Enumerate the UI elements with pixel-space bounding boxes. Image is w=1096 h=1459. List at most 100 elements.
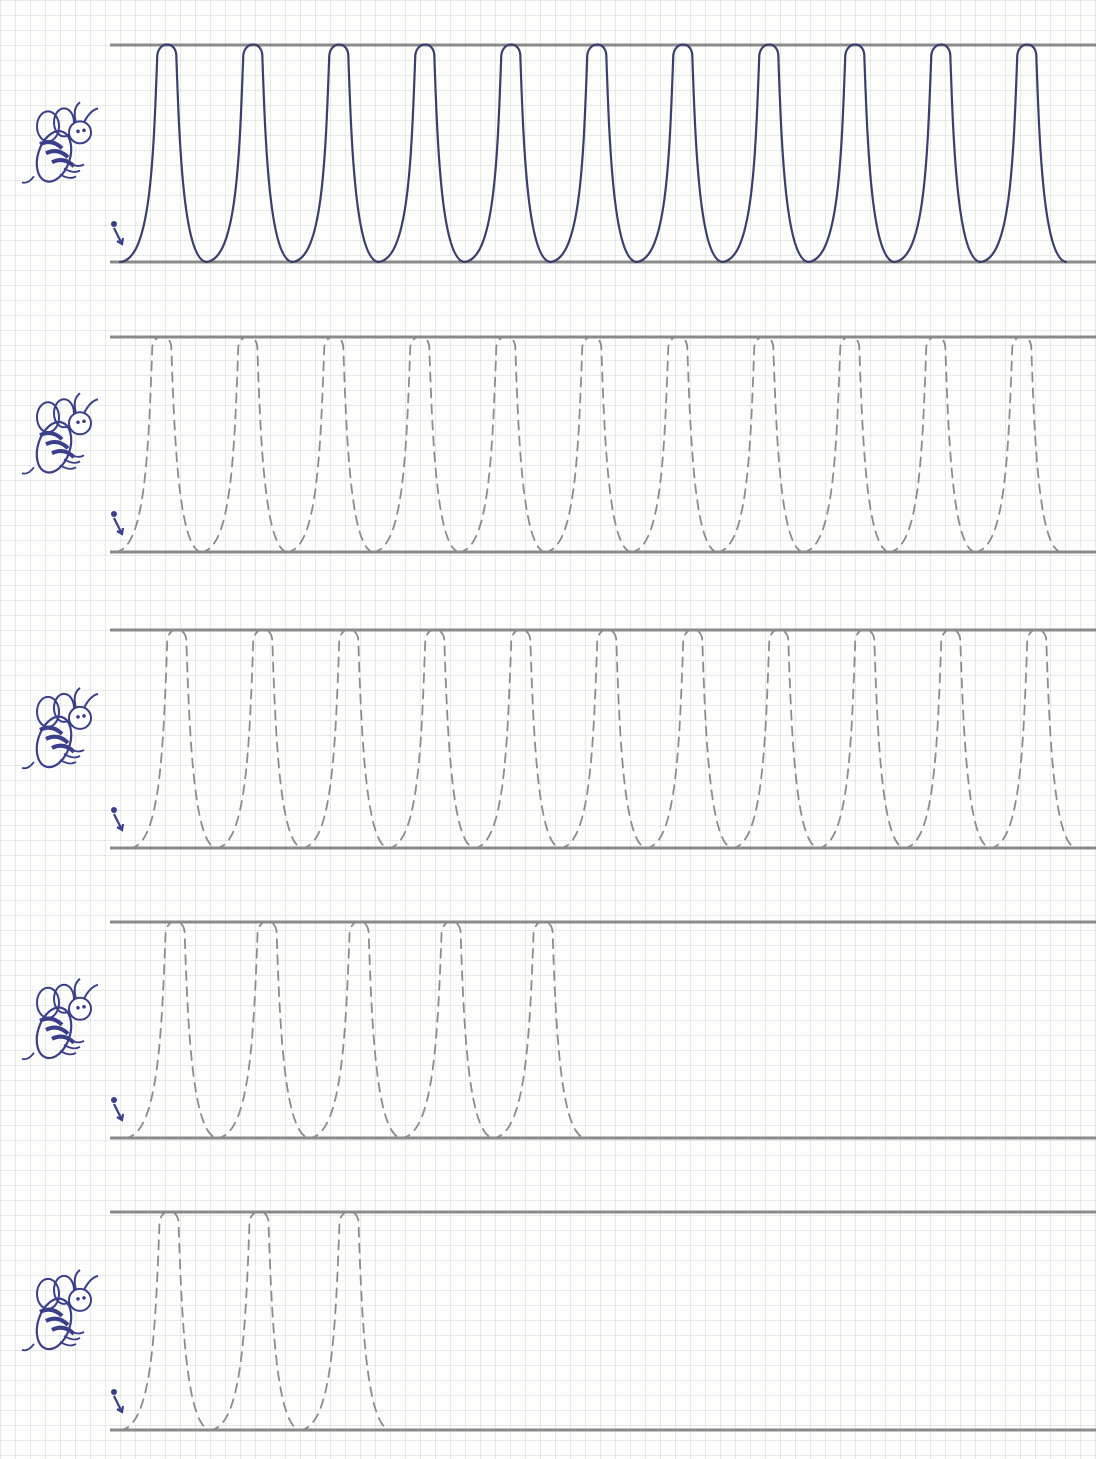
bee-head — [68, 120, 92, 145]
model-loop-stroke — [720, 43, 810, 264]
bee-stripe — [39, 725, 64, 736]
bee-icon — [21, 1269, 99, 1352]
dashed-trace-loop — [974, 335, 1062, 553]
bee-antenna — [73, 392, 81, 414]
bee-leg — [59, 1050, 77, 1056]
bee-stripe — [39, 140, 64, 150]
bee-antenna — [83, 398, 99, 414]
bee-eye — [82, 1005, 86, 1009]
dashed-trace-loop — [372, 335, 460, 553]
dashed-trace-loop — [400, 920, 494, 1139]
bee-leg — [63, 1335, 81, 1341]
dashed-trace-loop — [802, 335, 890, 553]
bee-leg — [67, 452, 85, 458]
practice-row — [21, 335, 1096, 554]
dashed-trace-loop — [216, 920, 310, 1139]
bee-leg — [21, 175, 35, 184]
dashed-trace-loop — [200, 335, 288, 553]
bee-leg — [63, 1044, 81, 1050]
bee-eye — [82, 1296, 86, 1300]
bee-eye — [76, 420, 80, 425]
start-arrow-icon — [111, 1389, 125, 1414]
model-loop-stroke — [978, 43, 1068, 264]
bee-antenna — [83, 1274, 99, 1291]
start-arrow-icon — [111, 1097, 125, 1122]
bee-eye — [82, 419, 86, 424]
bee-stripe — [45, 440, 70, 450]
dashed-trace-loop — [473, 628, 561, 849]
bee-icon — [21, 687, 99, 770]
bee-leg — [67, 747, 85, 753]
bee-stripe — [45, 1025, 70, 1036]
bee-eye — [82, 128, 86, 133]
model-loop-stroke — [204, 43, 294, 264]
bee-leg — [21, 761, 35, 770]
dashed-trace-loop — [215, 628, 303, 849]
dashed-trace-loop — [817, 628, 905, 849]
model-loop-stroke — [290, 43, 380, 264]
model-loop-stroke — [548, 43, 638, 264]
dashed-trace-loop — [645, 628, 733, 849]
bee-icon — [21, 978, 99, 1061]
bee-antenna — [73, 687, 81, 709]
dashed-trace-loop — [286, 335, 374, 553]
dashed-trace-loop — [119, 1210, 211, 1431]
bee-stripe — [39, 431, 64, 441]
bee-eye — [76, 715, 80, 719]
bee-eye — [76, 1297, 80, 1301]
bee-head — [68, 411, 92, 436]
bee-leg — [59, 759, 77, 765]
bee-leg — [59, 173, 77, 179]
dashed-trace-loop — [731, 628, 819, 849]
dashed-trace-loop — [129, 628, 217, 849]
bee-stripe — [45, 734, 70, 745]
bee-stripe — [39, 1307, 64, 1318]
bee-antenna — [73, 101, 81, 123]
bee-antenna — [73, 1269, 81, 1291]
bee-eye — [76, 129, 80, 134]
bee-antenna — [73, 978, 81, 1000]
bee-leg — [59, 464, 77, 470]
dashed-trace-loop — [387, 628, 475, 849]
bee-eye — [76, 1006, 80, 1010]
dashed-trace-loop — [559, 628, 647, 849]
bee-stripe — [45, 1316, 70, 1327]
dashed-trace-loop — [299, 1210, 391, 1431]
dashed-trace-loop — [903, 628, 991, 849]
dashed-trace-loop — [716, 335, 804, 553]
bee-antenna — [83, 692, 99, 709]
bee-head — [68, 705, 92, 730]
bee-leg — [63, 753, 81, 759]
dashed-trace-loop — [209, 1210, 301, 1431]
bee-leg — [67, 1038, 85, 1044]
bee-leg — [63, 167, 81, 173]
model-loop-stroke — [806, 43, 896, 264]
bee-leg — [63, 458, 81, 464]
bee-icon — [21, 101, 99, 184]
practice-row — [21, 1210, 1096, 1432]
bee-antenna — [83, 107, 99, 123]
bee-leg — [59, 1341, 77, 1347]
practice-row — [21, 628, 1096, 850]
model-loop-stroke — [118, 43, 208, 264]
start-arrow-icon — [111, 221, 125, 246]
bee-stripe — [45, 149, 70, 159]
bee-leg — [67, 1329, 85, 1335]
dashed-trace-loop — [114, 335, 202, 553]
dashed-trace-loop — [458, 335, 546, 553]
bee-leg — [21, 1343, 35, 1352]
start-arrow-icon — [111, 807, 125, 832]
bee-eye — [82, 714, 86, 718]
model-loop-stroke — [376, 43, 466, 264]
bee-leg — [21, 466, 35, 475]
model-loop-stroke — [634, 43, 724, 264]
dashed-trace-loop — [308, 920, 402, 1139]
model-loop-stroke — [462, 43, 552, 264]
dashed-trace-loop — [124, 920, 218, 1139]
bee-leg — [21, 1052, 35, 1061]
start-arrow-icon — [111, 511, 125, 536]
bee-antenna — [83, 983, 99, 1000]
bee-head — [68, 996, 92, 1021]
